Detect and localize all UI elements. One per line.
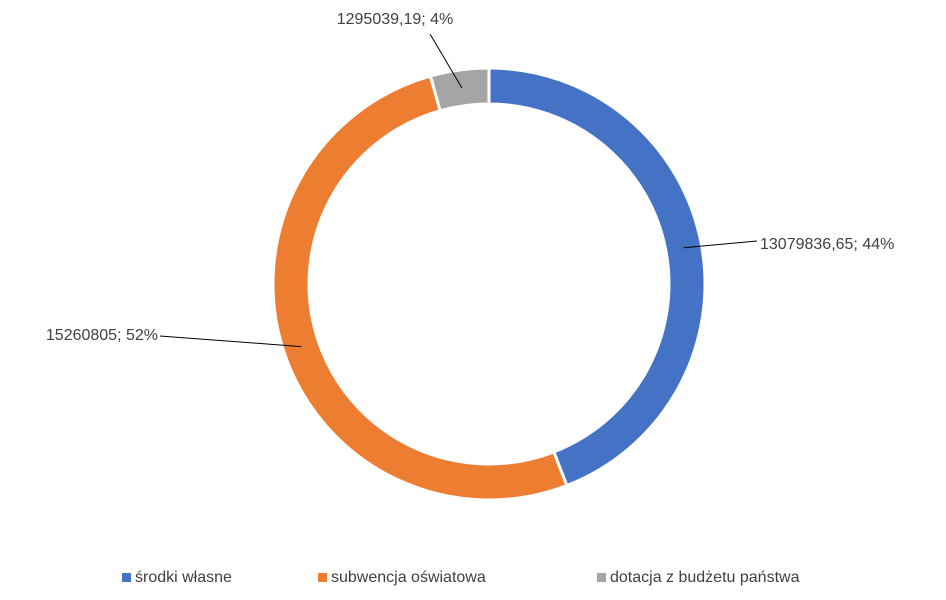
donut-slice [487,66,707,488]
legend-swatch [318,573,327,582]
legend-label: dotacja z budżetu państwa [610,569,800,586]
donut-slice [428,66,491,113]
data-label: 15260805; 52% [46,327,158,344]
leader-line [683,240,758,249]
data-label: 1295039,19; 4% [337,11,454,28]
leader-line [429,33,463,89]
leader-line [159,335,302,348]
legend-label: środki własne [135,569,232,586]
donut-slice [271,74,569,502]
legend-label: subwencja oświatowa [331,569,486,586]
legend-swatch [597,573,606,582]
legend-swatch [122,573,131,582]
data-label: 13079836,65; 44% [760,236,894,253]
